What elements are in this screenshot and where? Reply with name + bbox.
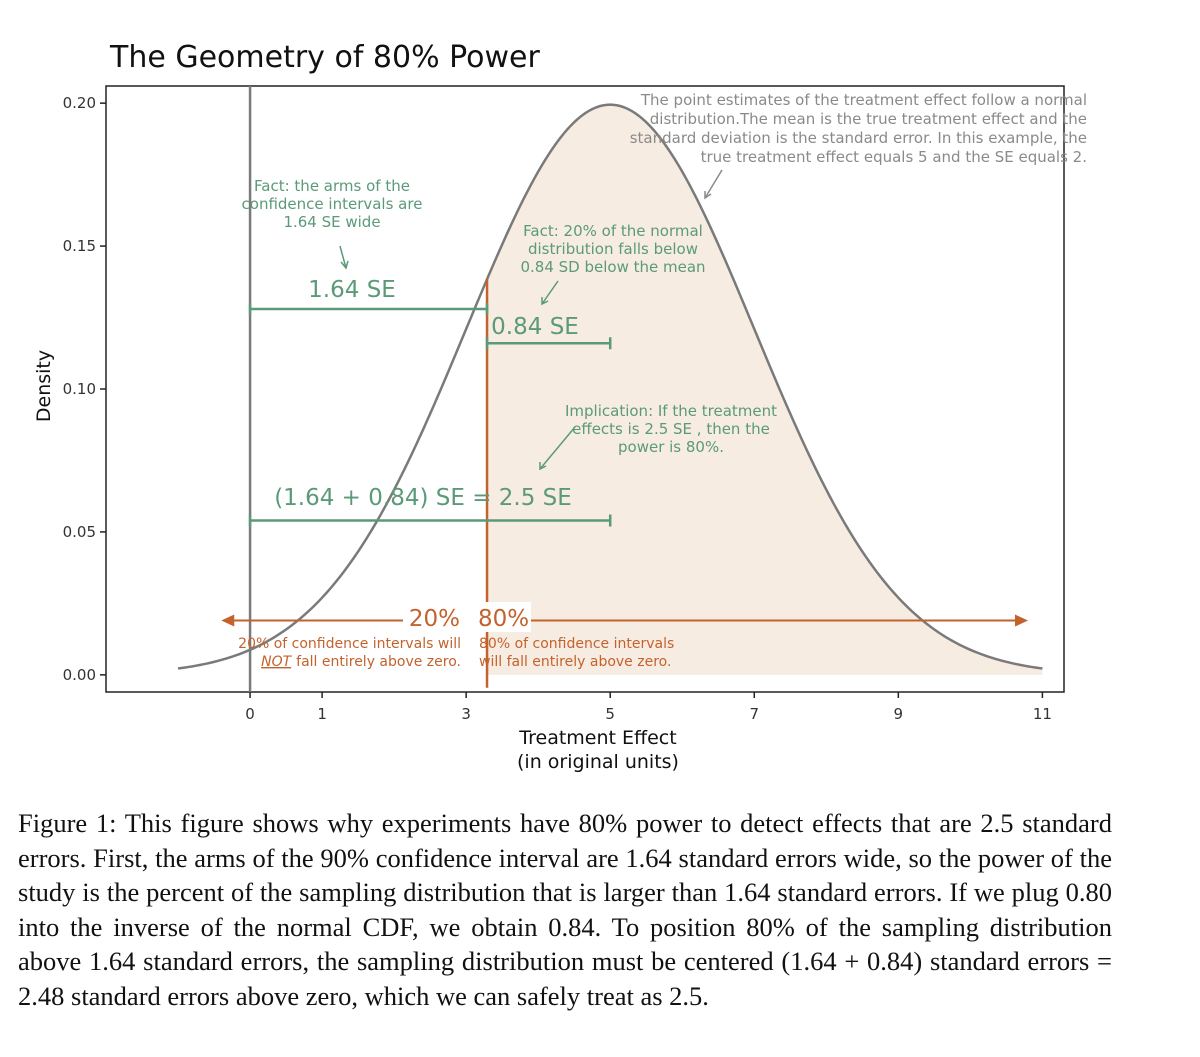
y-axis: 0.00 0.05 0.10 0.15 0.20 — [63, 94, 106, 684]
note-implication-pointer — [539, 426, 576, 470]
note-arms-pointer-head — [340, 260, 349, 270]
x-tick-label: 1 — [317, 705, 327, 723]
x-axis-label: Treatment Effect — [518, 727, 676, 749]
x-tick-label: 5 — [605, 705, 615, 723]
y-tick-label: 0.05 — [63, 523, 96, 541]
note-normal-pointer-head — [704, 191, 712, 200]
note-normal: The point estimates of the treatment eff… — [630, 91, 1087, 166]
note-normal-line: The point estimates of the treatment eff… — [640, 91, 1087, 109]
x-tick-label: 3 — [461, 705, 471, 723]
arrow-20-label: 20% — [409, 606, 460, 632]
x-axis-sublabel: (in original units) — [517, 751, 679, 773]
note-arms-line: Fact: the arms of the — [254, 177, 410, 195]
note-right: 80% of confidence intervals will fall en… — [479, 636, 674, 670]
note-20pct-line: 0.84 SD below the mean — [520, 258, 705, 276]
note-implication-pointer-head — [539, 462, 547, 471]
x-axis: 0 1 3 5 7 9 11 — [245, 692, 1052, 723]
y-tick-label: 0.20 — [63, 94, 96, 112]
arrow-80-head — [1014, 614, 1028, 627]
note-left: 20% of confidence intervals will NOT fall… — [238, 636, 461, 670]
x-tick-label: 0 — [245, 705, 255, 723]
note-left-emphasis: NOT — [261, 654, 292, 670]
note-left-line-2-text: fall entirely above zero. — [296, 654, 461, 670]
note-implication-line: effects is 2.5 SE , then the — [572, 420, 770, 438]
x-tick-label: 9 — [894, 705, 904, 723]
note-arms-line: confidence intervals are — [242, 195, 423, 213]
x-tick-label: 11 — [1033, 705, 1052, 723]
note-20pct-line: distribution falls below — [528, 240, 698, 258]
note-20pct: Fact: 20% of the normal distribution fal… — [520, 222, 705, 276]
x-tick-label: 7 — [749, 705, 759, 723]
power-figure: The Geometry of 80% Power 1.64 SE 0.84 S… — [33, 40, 1087, 773]
y-tick-label: 0.10 — [63, 380, 96, 398]
arrow-20-head — [221, 614, 235, 627]
note-normal-line: standard deviation is the standard error… — [630, 129, 1087, 147]
shaded-area — [487, 104, 1043, 675]
note-implication-line: Implication: If the treatment — [565, 402, 777, 420]
note-20pct-pointer — [541, 280, 559, 305]
note-arms: Fact: the arms of the confidence interva… — [242, 177, 423, 231]
bracket-164: 1.64 SE — [248, 277, 489, 315]
figure-caption: Figure 1: This figure shows why experime… — [18, 808, 1112, 1011]
bracket-084-label: 0.84 SE — [491, 314, 579, 340]
bracket-25: (1.64 + 0.84) SE = 2.5 SE — [248, 485, 612, 527]
note-20pct-pointer-head — [541, 297, 549, 306]
note-right-line: will fall entirely above zero. — [479, 654, 671, 670]
chart-title: The Geometry of 80% Power — [109, 40, 540, 75]
bracket-25-label: (1.64 + 0.84) SE = 2.5 SE — [274, 485, 572, 511]
note-arms-pointer — [339, 245, 347, 269]
note-arms-line: 1.64 SE wide — [283, 213, 380, 231]
note-20pct-line: Fact: 20% of the normal — [523, 222, 703, 240]
note-implication: Implication: If the treatment effects is… — [565, 402, 777, 456]
bracket-084: 0.84 SE — [485, 314, 612, 350]
arrow-label-background — [403, 602, 531, 632]
bracket-164-label: 1.64 SE — [308, 277, 396, 303]
note-right-line: 80% of confidence intervals — [479, 636, 674, 652]
y-axis-label: Density — [33, 350, 55, 422]
note-left-line-2: NOT fall entirely above zero. — [261, 654, 461, 670]
density-curve — [177, 103, 1043, 670]
note-normal-line: distribution.The mean is the true treatm… — [650, 110, 1087, 128]
arrow-80-label: 80% — [478, 606, 529, 632]
note-normal-line: true treatment effect equals 5 and the S… — [701, 148, 1087, 166]
y-tick-label: 0.00 — [63, 666, 96, 684]
note-normal-pointer — [704, 169, 723, 199]
note-left-line-1: 20% of confidence intervals will — [238, 636, 461, 652]
y-tick-label: 0.15 — [63, 237, 96, 255]
note-implication-line: power is 80%. — [618, 438, 724, 456]
